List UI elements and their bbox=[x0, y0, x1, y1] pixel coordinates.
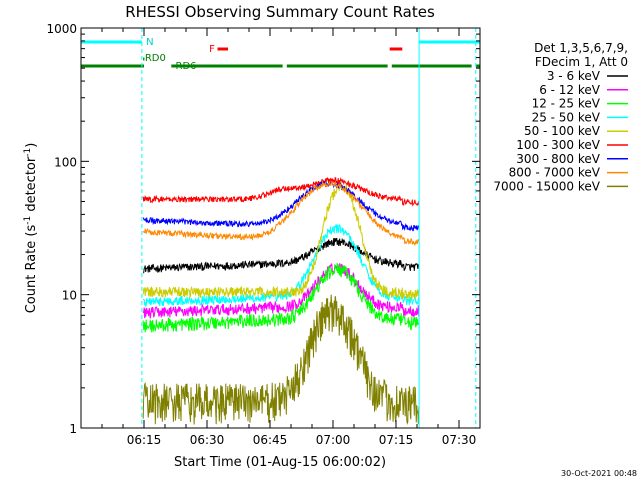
legend-label-8: 7000 - 15000 keV bbox=[493, 179, 600, 193]
legend-label-0: 3 - 6 keV bbox=[547, 69, 601, 83]
timestamp: 30-Oct-2021 00:48 bbox=[561, 469, 637, 478]
series-line-7 bbox=[142, 180, 420, 247]
series-line-8 bbox=[142, 294, 420, 425]
y-axis-label-sup1: -1 bbox=[23, 216, 33, 225]
axis-layer: 06:15 06:30 06:45 07:00 07:15 07:30 1 10 100 1000 bbox=[46, 22, 480, 447]
flare-flag-label: F bbox=[209, 44, 215, 55]
legend-header-line-1: Det 1,3,5,6,7,9, bbox=[534, 41, 628, 55]
y-axis-label-mid: detector bbox=[24, 156, 39, 216]
legend-label-2: 12 - 25 keV bbox=[532, 97, 601, 111]
legend-label-7: 800 - 7000 keV bbox=[509, 166, 601, 180]
x-tick-label-4: 07:15 bbox=[379, 433, 414, 447]
x-tick-label-2: 06:45 bbox=[253, 433, 288, 447]
y-axis-label-sup2: -1 bbox=[23, 148, 33, 157]
data-layer bbox=[142, 176, 420, 425]
series-line-1 bbox=[142, 263, 420, 319]
y-axis-label-end: ) bbox=[24, 143, 39, 148]
legend-label-3: 25 - 50 keV bbox=[532, 110, 601, 124]
series-line-6 bbox=[142, 180, 420, 232]
y-tick-label-0: 1 bbox=[69, 422, 77, 436]
x-tick-label-0: 06:15 bbox=[127, 433, 162, 447]
x-tick-label-1: 06:30 bbox=[190, 433, 225, 447]
rd6-flag-label: RD6 bbox=[176, 61, 197, 72]
legend-header-line-2: FDecim 1, Att 0 bbox=[535, 55, 628, 69]
legend-label-4: 50 - 100 keV bbox=[524, 124, 601, 138]
flag-layer: N F RD0 RD6 bbox=[80, 28, 480, 428]
x-tick-label-5: 07:30 bbox=[442, 433, 477, 447]
night-flag-label: N bbox=[146, 37, 153, 48]
series-line-3 bbox=[142, 223, 420, 308]
series-line-4 bbox=[142, 181, 420, 301]
legend: Det 1,3,5,6,7,9, FDecim 1, Att 0 3 - 6 k… bbox=[493, 41, 628, 193]
legend-label-6: 300 - 800 keV bbox=[516, 152, 600, 166]
series-line-0 bbox=[143, 237, 419, 274]
legend-label-5: 100 - 300 keV bbox=[516, 138, 600, 152]
x-tick-label-3: 07:00 bbox=[316, 433, 351, 447]
series-line-5 bbox=[142, 176, 420, 207]
chart-title: RHESSI Observing Summary Count Rates bbox=[125, 3, 435, 21]
x-axis-label: Start Time (01-Aug-15 06:00:02) bbox=[174, 455, 386, 470]
y-tick-label-2: 100 bbox=[54, 155, 77, 169]
y-tick-label-3: 1000 bbox=[46, 22, 77, 36]
legend-label-1: 6 - 12 keV bbox=[539, 83, 601, 97]
series-line-2 bbox=[142, 262, 419, 333]
rd0-flag-label: RD0 bbox=[145, 53, 166, 64]
plot-frame bbox=[80, 27, 481, 429]
y-axis-label-main: Count Rate (s bbox=[24, 225, 39, 314]
y-tick-label-1: 10 bbox=[62, 289, 77, 303]
y-axis-label: Count Rate (s-1 detector-1) bbox=[23, 143, 39, 314]
